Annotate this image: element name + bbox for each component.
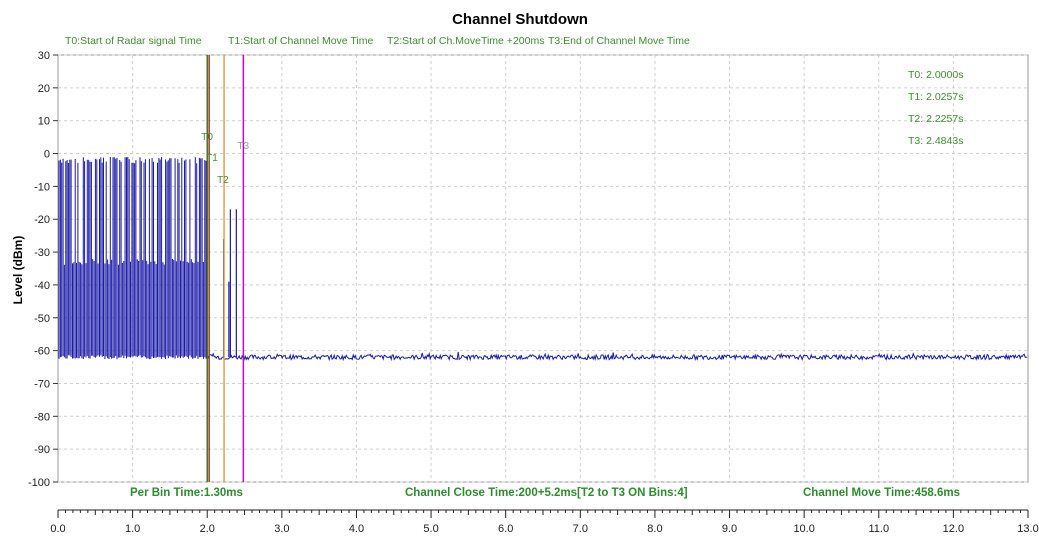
- y-tick-label: -30: [34, 247, 50, 259]
- annotation-3: Channel Move Time:458.6ms: [803, 487, 960, 499]
- y-tick-label: 20: [38, 83, 50, 95]
- x-tick-label: 0.0: [50, 523, 65, 535]
- marker-label-t2: T2: [217, 175, 229, 186]
- x-tick-label: 3.0: [274, 523, 289, 535]
- y-tick-label: -20: [34, 214, 50, 226]
- marker-label-t0: T0: [201, 132, 213, 143]
- x-tick-label: 6.0: [498, 523, 513, 535]
- x-tick-label: 7.0: [573, 523, 588, 535]
- plot-area: 30 20 10 0 -10 -20 -30 -40 -50 -60 -70 -80 -90 -100 0.…: [28, 50, 1039, 535]
- marker-label-t3: T3: [237, 141, 249, 152]
- radar-burst-trace: [58, 157, 207, 360]
- y-tick-label: 30: [38, 50, 50, 62]
- y-tick-label: -60: [34, 346, 50, 358]
- x-tick-label: 4.0: [349, 523, 364, 535]
- noise-floor-trace: [206, 351, 1028, 362]
- marker-readout-t1: T1: 2.0257s: [908, 91, 963, 103]
- legend-entry-t1: T1:Start of Channel Move Time: [228, 35, 373, 47]
- x-tick-label: 5.0: [423, 523, 438, 535]
- y-tick-label: -70: [34, 378, 50, 390]
- annotation-1: Per Bin Time:1.30ms: [130, 487, 243, 499]
- chart-title: Channel Shutdown: [452, 11, 588, 28]
- x-tick-label: 1.0: [125, 523, 140, 535]
- plot-frame: [57, 54, 1029, 483]
- annotation-2: Channel Close Time:200+5.2ms[T2 to T3 ON…: [405, 487, 688, 499]
- y-tick-label: -40: [34, 280, 50, 292]
- marker-readout-t2: T2: 2.2257s: [908, 113, 963, 125]
- x-tick-label: 13.0: [1017, 523, 1038, 535]
- y-tick-label: -80: [34, 411, 50, 423]
- y-axis-label: Level (dBm): [11, 236, 25, 305]
- y-tick-label: 10: [38, 116, 50, 128]
- y-tick-label: -100: [28, 477, 50, 489]
- y-tick-label: 0: [44, 149, 50, 161]
- x-tick-label: 9.0: [722, 523, 737, 535]
- y-tick-label: -10: [34, 181, 50, 193]
- x-tick-label: 8.0: [647, 523, 662, 535]
- marker-readout-t0: T0: 2.0000s: [908, 69, 963, 81]
- y-tick-label: -50: [34, 313, 50, 325]
- x-tick-label: 10.0: [793, 523, 814, 535]
- x-tick-label: 2.0: [200, 523, 215, 535]
- legend-entry-t0: T0:Start of Radar signal Time: [65, 35, 202, 47]
- x-tick-label: 12.0: [943, 523, 964, 535]
- legend-entry-t2: T2:Start of Ch.MoveTime +200ms: [387, 35, 544, 47]
- y-tick-label: -90: [34, 444, 50, 456]
- marker-label-t1: T1: [206, 153, 218, 164]
- legend-entry-t3: T3:End of Channel Move Time: [548, 35, 690, 47]
- marker-readout-t3: T3: 2.4843s: [908, 135, 963, 147]
- legend: T0:Start of Radar signal Time T1:Start of…: [65, 35, 690, 47]
- x-tick-label: 11.0: [868, 523, 889, 535]
